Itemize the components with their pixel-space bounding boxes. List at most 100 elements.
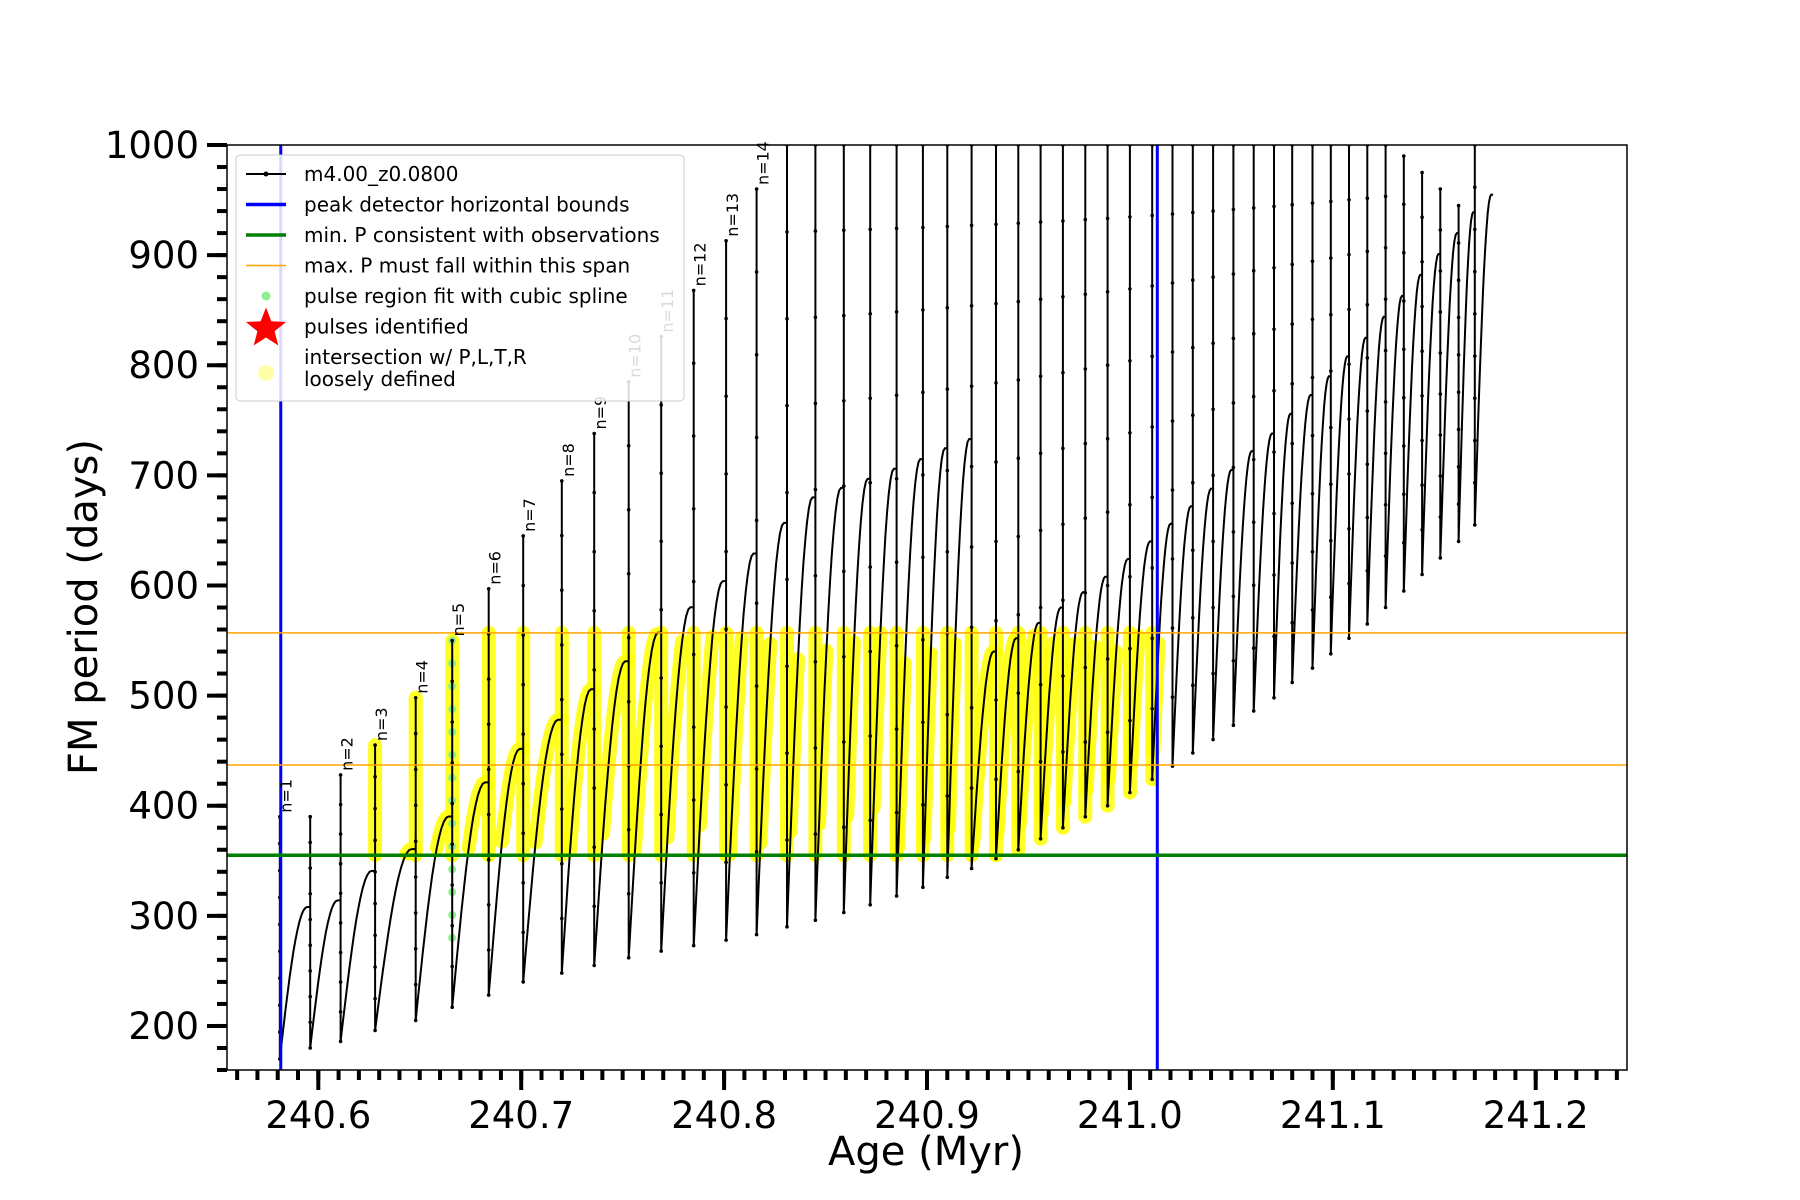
data-point (1170, 419, 1175, 423)
data-point (450, 883, 455, 887)
data-point (338, 1010, 343, 1014)
data-point (626, 635, 631, 640)
data-point (521, 633, 525, 637)
data-point (659, 607, 663, 612)
pulse-curve (522, 535, 562, 982)
data-point (724, 549, 728, 554)
data-point (994, 698, 998, 702)
period-curve (278, 145, 1494, 1061)
data-point (1272, 450, 1276, 454)
data-point (691, 288, 696, 293)
data-point (1383, 348, 1388, 353)
data-point (1038, 374, 1043, 379)
data-point (813, 573, 818, 578)
data-point (1383, 246, 1388, 250)
data-point (1083, 516, 1088, 520)
data-point (1402, 347, 1406, 352)
data-point (338, 802, 343, 807)
data-point (1016, 848, 1021, 852)
data-point (1211, 605, 1215, 610)
data-point (1272, 266, 1276, 270)
data-point (1402, 540, 1406, 545)
y-tick-label: 500 (128, 675, 199, 718)
data-point (1038, 605, 1043, 610)
data-point (592, 668, 596, 672)
data-point (1438, 351, 1443, 355)
data-point (1310, 317, 1315, 322)
y-tick-label: 1000 (105, 124, 199, 167)
data-point (1329, 425, 1333, 430)
data-point (1438, 187, 1443, 191)
data-point (1473, 227, 1477, 232)
pulse-curve (414, 697, 453, 1021)
data-point (894, 226, 899, 231)
data-point (1170, 557, 1175, 561)
data-point (308, 943, 313, 947)
pulse-curve (1232, 145, 1254, 726)
data-point (308, 892, 313, 896)
x-tick-label: 240.7 (468, 1094, 574, 1137)
data-point (691, 507, 696, 511)
data-point (1170, 488, 1175, 492)
pulse-points (1128, 145, 1132, 795)
data-point (921, 638, 925, 642)
data-point (868, 396, 872, 401)
data-point (521, 732, 525, 736)
data-point (1402, 492, 1406, 497)
legend-label: pulses identified (304, 315, 469, 339)
data-point (868, 565, 872, 569)
data-point (813, 660, 818, 664)
legend-item: peak detector horizontal bounds (246, 193, 630, 217)
data-point (1420, 349, 1424, 354)
pulse-curve (1311, 145, 1331, 669)
data-point (1105, 730, 1110, 735)
data-point (1420, 215, 1424, 219)
pulse-points (308, 814, 313, 1050)
data-point (921, 390, 925, 395)
data-point (659, 881, 663, 885)
data-point (1290, 382, 1294, 386)
data-point (308, 1046, 313, 1050)
data-point (1105, 216, 1110, 221)
data-point (1150, 566, 1154, 570)
pulse-curve (1084, 145, 1108, 817)
pulse-curve (278, 816, 311, 1060)
data-point (338, 950, 343, 955)
data-point (1347, 362, 1351, 367)
data-point (691, 434, 696, 438)
data-point (1251, 520, 1256, 525)
data-point (659, 676, 663, 680)
data-point (1061, 219, 1065, 223)
data-point (1310, 375, 1315, 380)
data-point (338, 921, 343, 925)
legend-item: min. P consistent with observations (246, 223, 660, 247)
legend-label: pulse region fit with cubic spline (304, 284, 628, 308)
data-point (785, 316, 789, 321)
x-tick-label: 240.6 (265, 1094, 371, 1137)
data-point (1105, 657, 1110, 661)
data-point (1105, 290, 1110, 294)
data-point (1290, 262, 1294, 267)
data-point (1290, 680, 1294, 685)
data-point (945, 712, 950, 717)
data-point (1473, 396, 1477, 401)
data-point (1272, 388, 1276, 393)
data-point (1473, 480, 1477, 485)
data-point (659, 403, 663, 407)
data-point (969, 705, 974, 710)
data-point (1211, 275, 1215, 279)
pulse-curve (786, 145, 816, 927)
pulse-points (1038, 145, 1043, 841)
legend-label: intersection w/ P,L,T,R loosely defined (304, 345, 527, 391)
data-point (486, 767, 491, 772)
pulse-curve (593, 433, 629, 966)
data-point (1456, 241, 1461, 245)
pulse-curve (1273, 145, 1293, 698)
data-point (994, 539, 998, 544)
pulse-points (1420, 170, 1424, 577)
data-point (1231, 723, 1236, 728)
data-point (994, 777, 998, 782)
pulse-curve (451, 640, 489, 1008)
data-point (1083, 740, 1088, 744)
